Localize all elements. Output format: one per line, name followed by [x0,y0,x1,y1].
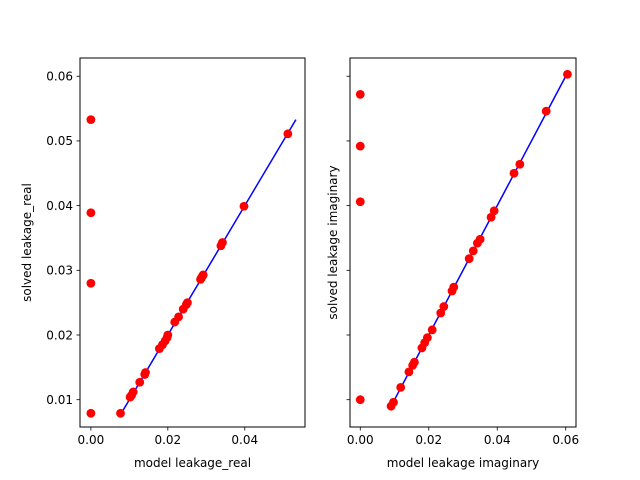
right-data-point [396,383,406,392]
right-data-point [509,168,519,178]
left-x-tick-label: 0.02 [154,433,181,447]
left-data-point [183,298,192,308]
right-x-tick-label: 0.00 [347,433,374,447]
left-y-tick-label: 0.06 [46,70,73,84]
right-data-point [355,141,365,151]
right-data-point [475,234,485,244]
right-axes-frame [349,57,577,428]
left-y-tick-label: 0.01 [46,393,73,407]
left-data-point [163,330,173,340]
left-data-point [218,238,227,247]
left-data-point [141,368,150,377]
right-data-point [439,302,449,311]
right-data-point [404,367,414,377]
right-data-point [389,397,398,407]
left-data-point [86,115,96,124]
left-data-point [135,377,145,387]
left-data-point [86,208,96,218]
right-x-tick-label: 0.04 [484,433,511,447]
left-x-tick-label: 0.00 [78,433,105,447]
left-y-tick-label: 0.02 [46,328,73,342]
left-data-point [239,201,249,211]
right-data-point [449,282,459,292]
left-data-point [116,408,125,418]
left-x-tick-label: 0.04 [231,433,258,447]
right-data-point [355,395,365,405]
right-data-point [409,357,419,367]
right-data-point [563,69,572,79]
left-data-point [198,270,208,280]
left-scatter-plot: 0.00 0.02 0.04 0.01 0.02 0.03 0.04 0.05 0.06 mode… [20,57,306,470]
left-y-tick-label: 0.04 [46,199,73,213]
left-axes-frame [79,57,306,428]
left-y-axis-label: solved leakage_real [20,183,34,302]
right-data-point [422,333,432,342]
right-data-point [427,325,437,335]
left-data-point [86,278,96,288]
right-data-point [355,89,365,99]
right-data-point [355,197,365,207]
right-x-tick-label: 0.02 [415,433,442,447]
left-x-axis-label: model leakage_real [134,456,251,470]
right-data-point [515,159,525,169]
left-data-point [174,312,183,322]
left-y-tick-label: 0.03 [46,264,73,278]
left-y-tick-label: 0.05 [46,134,73,148]
right-x-axis-label: model leakage imaginary [387,456,539,470]
left-fit-line [119,119,297,415]
right-data-point [468,246,478,256]
left-data-point [128,387,138,397]
right-data-point [541,106,551,116]
right-data-point [464,254,474,264]
right-y-axis-label: solved leakage imaginary [326,165,340,319]
right-scatter-plot: 0.00 0.02 0.04 0.06 model leakage imaginary s… [326,57,579,470]
left-data-point [86,408,96,418]
right-data-point [489,206,499,216]
right-x-tick-label: 0.06 [552,433,579,447]
left-data-point [283,129,293,139]
